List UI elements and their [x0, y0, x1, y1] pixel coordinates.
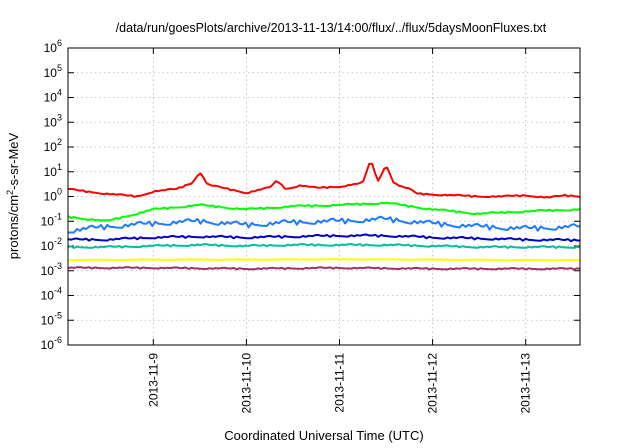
- series-line-2: [67, 201, 581, 222]
- series-line-4: [67, 233, 581, 243]
- y-axis-label: protons/cm2-s-sr-MeV: [5, 132, 21, 259]
- series-line-1: [67, 162, 581, 199]
- y-axis-label-pre: protons/cm: [6, 195, 21, 259]
- x-tick-label: 2013-11-9: [146, 353, 160, 407]
- x-tick-label: 2013-11-11: [333, 353, 347, 413]
- series-line-7: [67, 266, 581, 271]
- y-tick-label: 10-4: [41, 286, 62, 303]
- y-tick-label: 104: [44, 88, 62, 105]
- chart-title: /data/run/goesPlots/archive/2013-11-13/1…: [116, 21, 547, 35]
- y-axis-label-post: -s-sr-MeV: [6, 132, 21, 189]
- y-tick-label: 103: [44, 112, 62, 129]
- series-line-6: [67, 257, 581, 262]
- y-tick-label: 10-5: [41, 310, 62, 327]
- series-line-5: [67, 243, 581, 249]
- x-tick-label: 2013-11-12: [426, 353, 440, 414]
- series-line-3: [68, 215, 581, 234]
- y-tick-label: 100: [44, 187, 62, 204]
- data-series: [67, 162, 581, 271]
- x-axis-label: Coordinated Universal Time (UTC): [224, 428, 423, 443]
- y-tick-labels: 10-6 10-5 10-4 10-3 10-2 10-1 100 101 102 103 104 1…: [41, 38, 62, 352]
- x-tick-label: 2013-11-10: [239, 353, 253, 414]
- y-tick-label: 10-2: [41, 236, 62, 253]
- y-tick-label: 10-6: [41, 335, 62, 352]
- y-axis-label-sup: 2: [5, 190, 15, 195]
- y-tick-label: 106: [44, 38, 62, 55]
- x-tick-label: 2013-11-13: [519, 353, 533, 414]
- y-tick-label: 102: [44, 137, 62, 154]
- y-tick-label: 101: [44, 162, 62, 179]
- grid-lines: [68, 47, 580, 346]
- x-tick-labels: 2013-11-9 2013-11-10 2013-11-11 2013-11-12 2…: [146, 353, 532, 414]
- y-tick-label: 10-3: [41, 261, 62, 278]
- y-tick-label: 10-1: [41, 211, 62, 228]
- y-tick-label: 105: [44, 63, 62, 80]
- plot-frame: [67, 47, 581, 346]
